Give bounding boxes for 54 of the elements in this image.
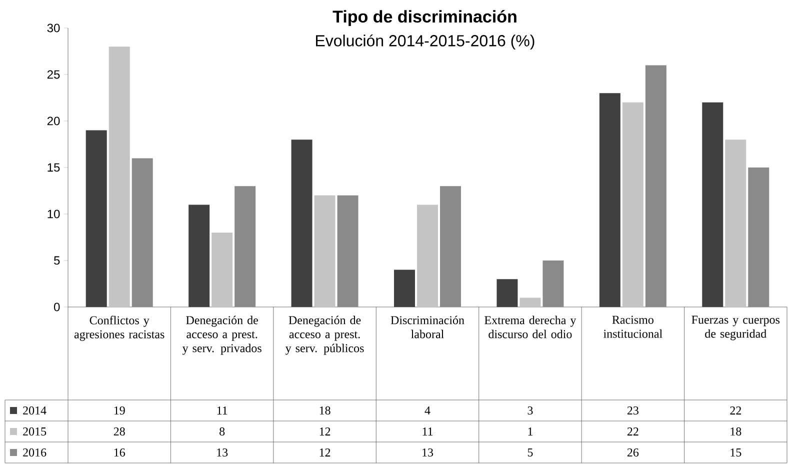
data-label: 19: [114, 406, 125, 415]
bar: [234, 186, 256, 307]
bar: [440, 186, 461, 307]
data-label: 15: [730, 448, 742, 456]
data-label: 26: [627, 448, 639, 457]
data-label: 3: [528, 406, 533, 415]
x-tick-label: Denegación de acceso a prest. y serv. públicos: [285, 316, 364, 355]
data-label: 11: [217, 406, 228, 414]
x-tick-label: Discriminación laboral: [390, 316, 464, 338]
legend-label: 2016: [23, 448, 46, 457]
data-label: 12: [320, 428, 330, 436]
y-tick-label: 25: [47, 70, 60, 79]
x-tick-label: Conflictos y agresiones racistas: [74, 316, 164, 341]
y-tick-label: 30: [47, 24, 60, 32]
data-label: 1: [528, 428, 532, 436]
data-label: 22: [627, 428, 638, 436]
data-label: 5: [528, 448, 533, 456]
data-label: 8: [220, 427, 225, 436]
data-label: 11: [422, 428, 433, 436]
bar: [314, 195, 336, 307]
data-label: 12: [320, 448, 330, 456]
data-label: 4: [424, 406, 430, 414]
bar: [645, 65, 666, 307]
bar: [748, 167, 770, 307]
data-label: 13: [217, 448, 228, 457]
data-label: 13: [422, 448, 434, 457]
legend-label: 2014: [23, 406, 46, 415]
y-tick-label: 10: [48, 210, 60, 218]
y-tick-label: 5: [54, 256, 60, 265]
y-tick-label: 20: [47, 116, 60, 126]
data-label: 18: [730, 427, 742, 436]
data-label: 16: [114, 448, 126, 457]
chart-subtitle: Evolución 2014-2015-2016 (%): [316, 34, 534, 50]
bar: [542, 260, 564, 307]
y-tick-label: 0: [54, 302, 60, 312]
bar: [212, 232, 233, 307]
bar: [417, 204, 438, 307]
bar: [622, 102, 644, 307]
bar: [725, 140, 746, 307]
data-label: 23: [627, 406, 638, 415]
data-label: 18: [320, 406, 330, 415]
chart-title: Tipo de discriminación: [332, 10, 516, 26]
legend-label: 2015: [23, 427, 46, 436]
x-tick-label: Extrema derecha y discurso del odio: [484, 316, 576, 338]
bar: [108, 46, 130, 307]
data-label: 28: [114, 427, 125, 436]
bar: [132, 158, 153, 307]
x-tick-label: Fuerzas y cuerpos de seguridad: [692, 316, 780, 340]
data-label: 22: [730, 406, 741, 414]
x-tick-label: Racismo institucional: [604, 316, 662, 338]
y-tick-label: 15: [48, 163, 60, 172]
bar: [337, 195, 358, 307]
x-tick-label: Denegación de acceso a prest. y serv. privados: [182, 316, 262, 355]
bar: [520, 298, 541, 307]
